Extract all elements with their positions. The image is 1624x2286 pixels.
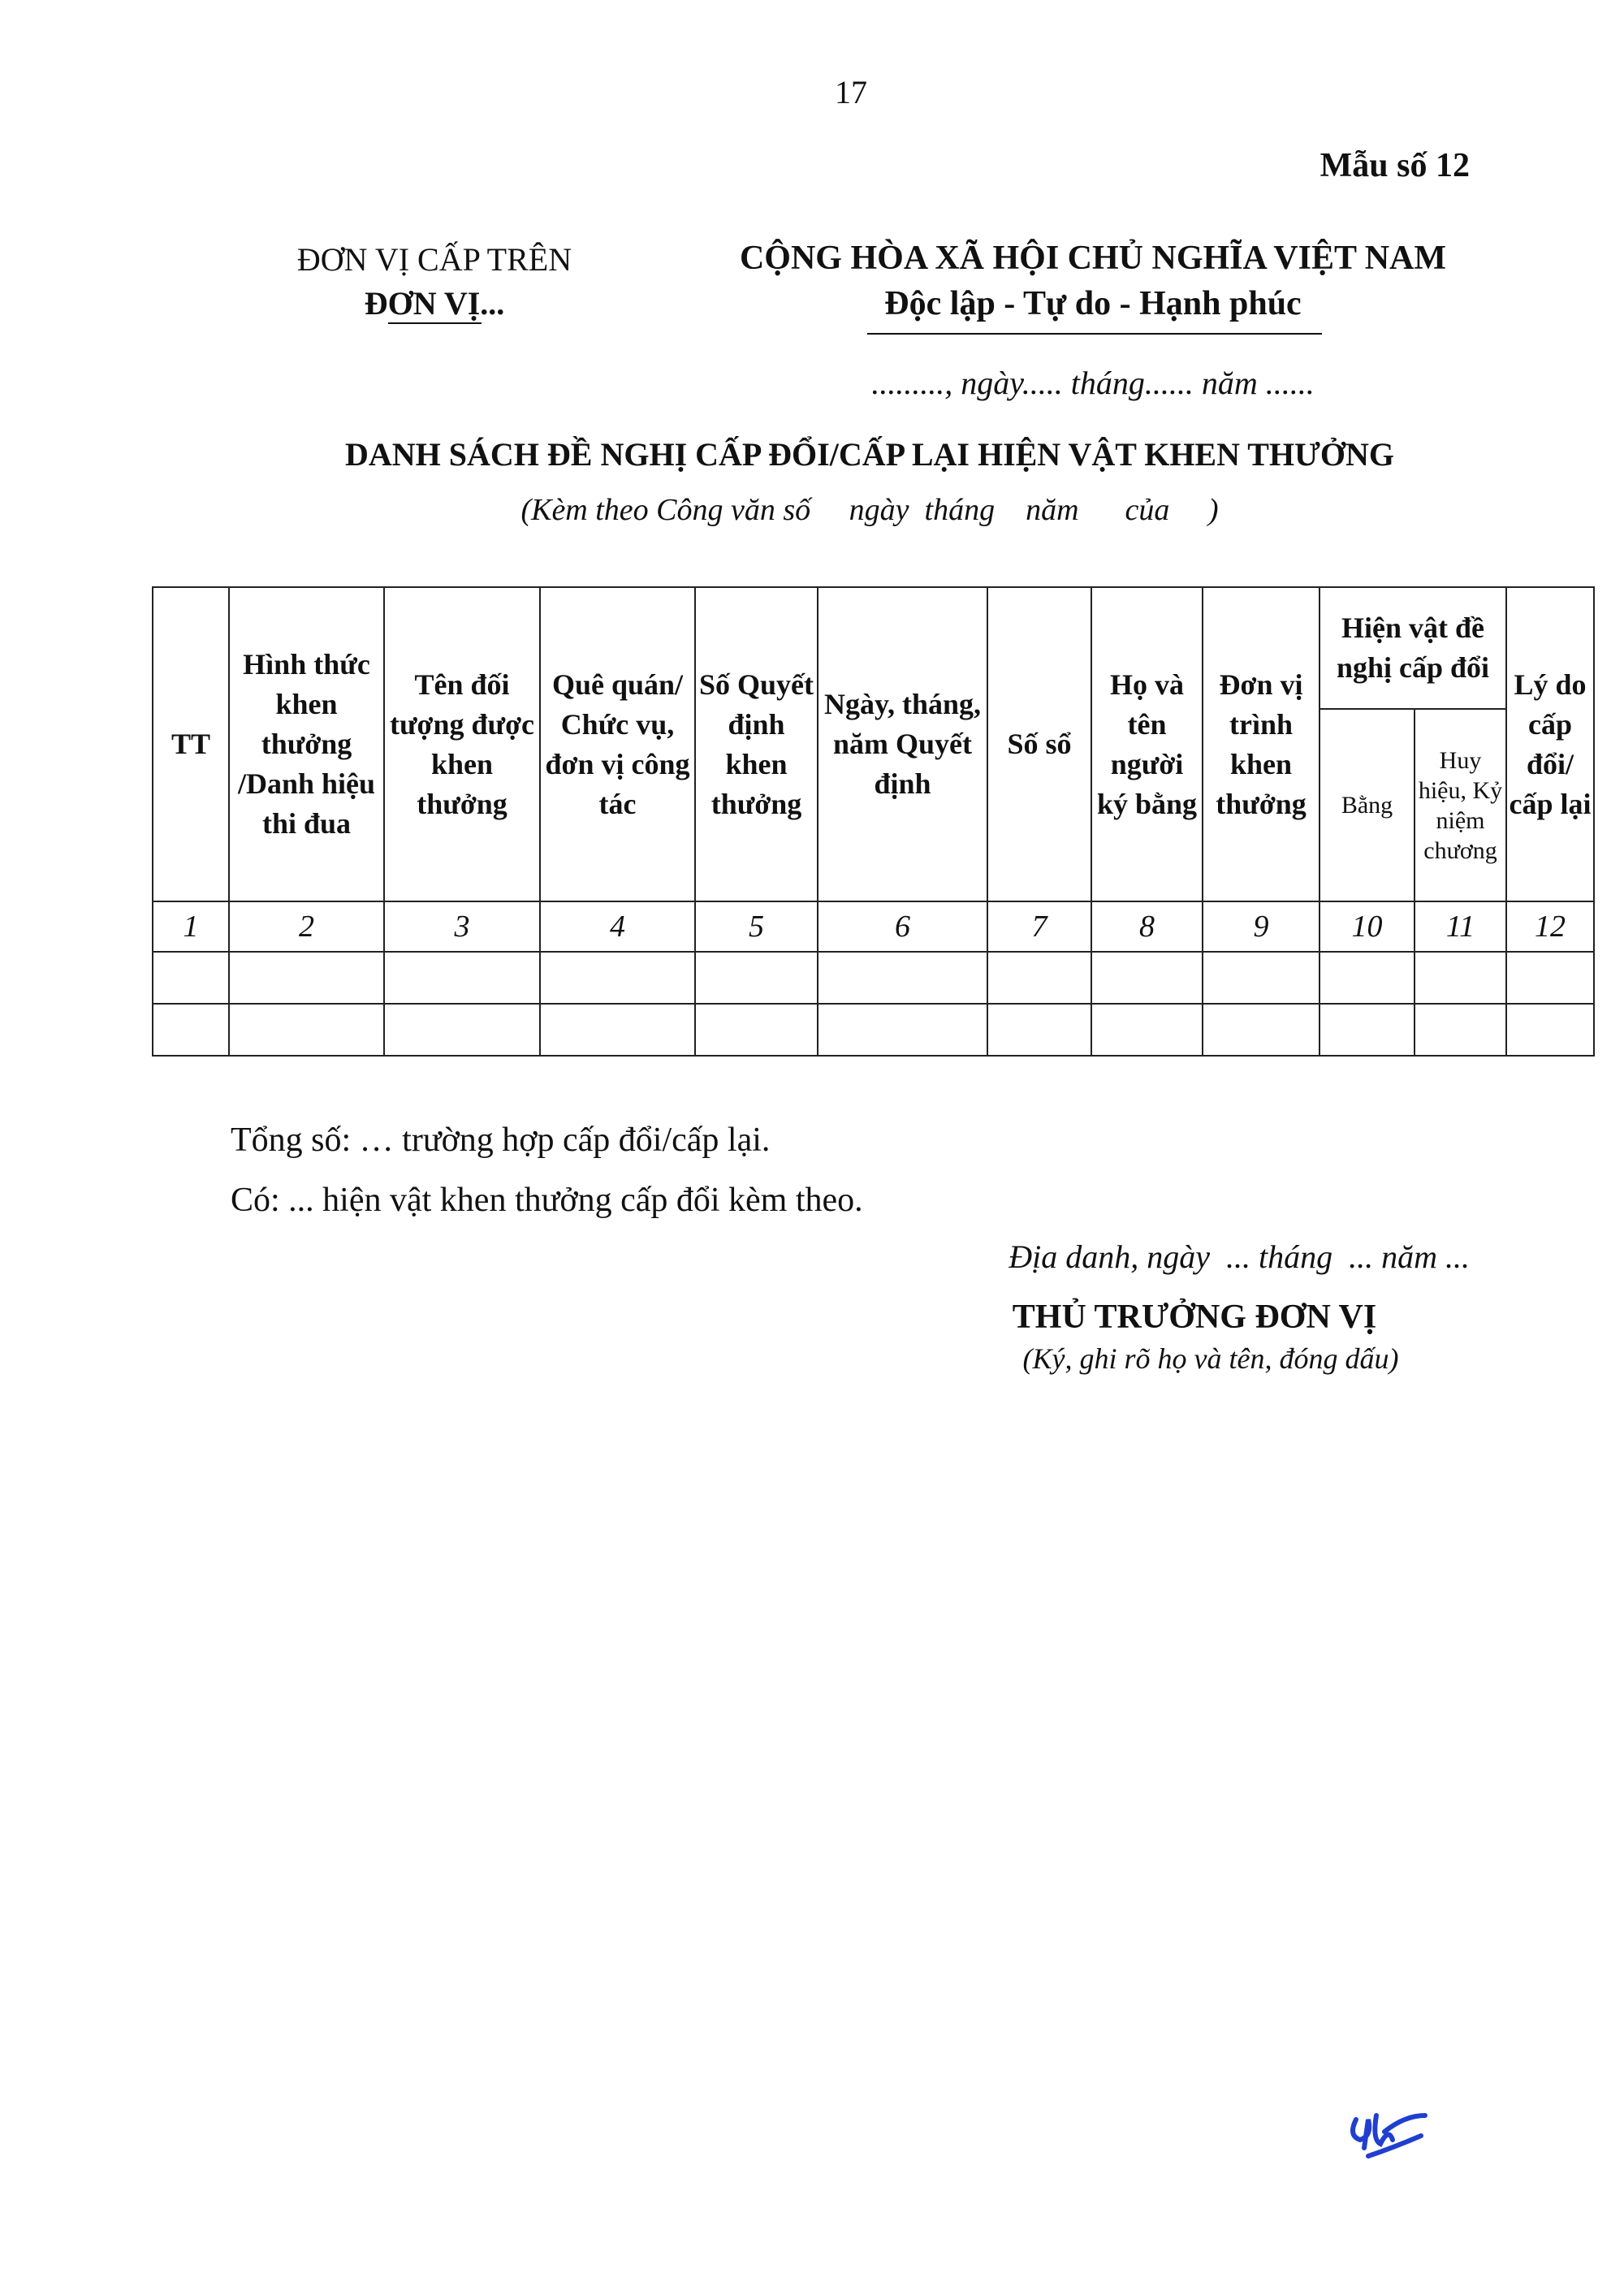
document-title: DANH SÁCH ĐỀ NGHỊ CẤP ĐỔI/CẤP LẠI HIỆN V… <box>344 436 1395 473</box>
award-list-table: TT Hình thức khen thưởng /Danh hiệu thi … <box>152 586 1595 1057</box>
header-submitting-unit: Đơn vị trình khen thưởng <box>1202 586 1320 902</box>
national-motto: Độc lập - Tự do - Hạnh phúc <box>884 285 1302 322</box>
unit-name: ĐƠN VỊ... <box>364 285 505 322</box>
table-row <box>152 1003 1595 1057</box>
document-subtitle: (Kèm theo Công văn số ngày tháng năm của… <box>520 493 1219 527</box>
column-number: 9 <box>1202 901 1320 953</box>
column-number: 2 <box>228 901 385 953</box>
column-number: 10 <box>1319 901 1415 953</box>
initial-signature-mark <box>1350 2113 1427 2159</box>
header-tt: TT <box>152 586 230 902</box>
header-award-form: Hình thức khen thưởng /Danh hiệu thi đua <box>228 586 385 902</box>
header-decision-number: Số Quyết định khen thưởng <box>694 586 818 902</box>
place-date: Địa danh, ngày ... tháng ... năm ... <box>1009 1238 1470 1275</box>
header-hometown: Quê quán/ Chức vụ, đơn vị công tác <box>539 586 696 902</box>
column-number: 6 <box>817 901 988 953</box>
national-title: CỘNG HÒA XÃ HỘI CHỦ NGHĨA VIỆT NAM <box>739 240 1447 277</box>
header-requested-item: Hiện vật đề nghị cấp đổi <box>1319 586 1507 710</box>
header-reason: Lý do cấp đổi/ cấp lại <box>1505 586 1595 902</box>
subheader-badge: Huy hiệu, Kỷ niệm chương <box>1414 708 1507 902</box>
header-decision-date: Ngày, tháng, năm Quyết định <box>817 586 988 902</box>
signer-note: (Ký, ghi rõ họ và tên, đóng dấu) <box>1022 1342 1399 1375</box>
column-number: 4 <box>539 901 696 953</box>
signer-title: THỦ TRƯỞNG ĐƠN VỊ <box>1012 1299 1377 1336</box>
column-number: 3 <box>383 901 541 953</box>
page-number: 17 <box>835 74 867 110</box>
column-number: 12 <box>1505 901 1595 953</box>
header-signer: Họ và tên người ký bằng <box>1091 586 1203 902</box>
column-number: 8 <box>1091 901 1203 953</box>
header-book-number: Số sổ <box>987 586 1092 902</box>
date-line: ........., ngày..... tháng...... năm ...… <box>871 365 1315 401</box>
column-number: 11 <box>1414 901 1507 953</box>
form-number: Mẫu số 12 <box>1320 147 1470 184</box>
motto-underline <box>867 333 1322 335</box>
superior-unit: ĐƠN VỊ CẤP TRÊN <box>296 241 572 278</box>
column-number: 5 <box>694 901 818 953</box>
column-number: 7 <box>987 901 1092 953</box>
subheader-certificate: Bằng <box>1319 708 1415 902</box>
header-recipient: Tên đối tượng được khen thưởng <box>383 586 541 902</box>
column-number: 1 <box>152 901 230 953</box>
summary-items: Có: ... hiện vật khen thưởng cấp đổi kèm… <box>231 1182 863 1219</box>
table-row <box>152 951 1595 1005</box>
unit-underline <box>388 322 482 324</box>
summary-total: Tổng số: … trường hợp cấp đổi/cấp lại. <box>231 1121 771 1159</box>
